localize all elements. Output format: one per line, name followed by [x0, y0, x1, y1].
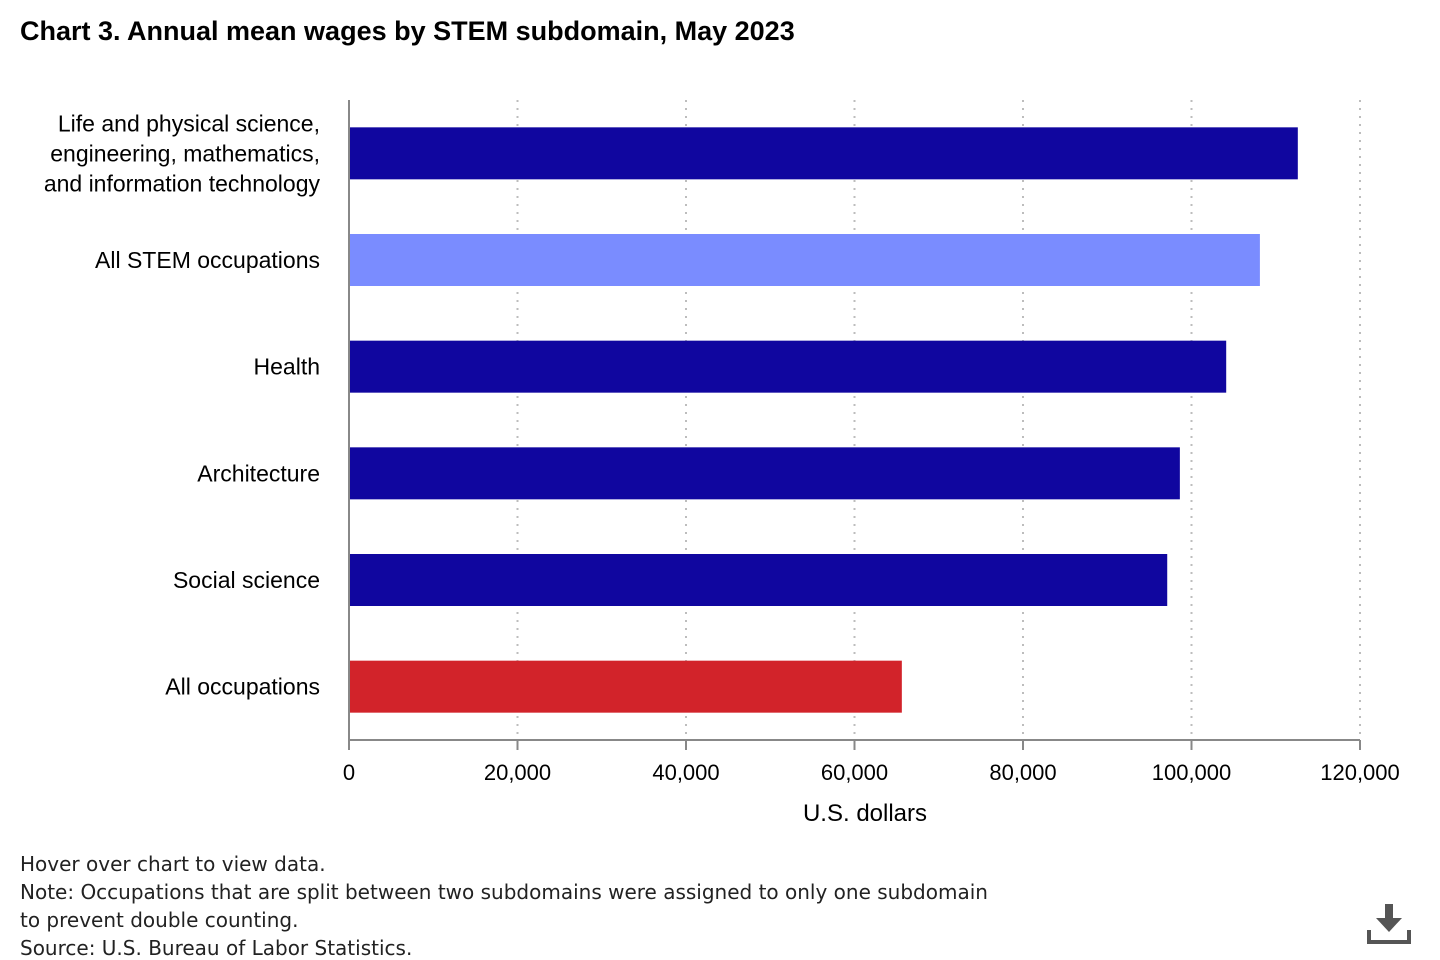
download-button[interactable]: [1366, 900, 1412, 948]
category-label: engineering, mathematics,: [50, 140, 320, 166]
x-tick-label: 20,000: [484, 760, 551, 785]
category-label: All occupations: [165, 674, 320, 700]
x-tick-label: 60,000: [821, 760, 888, 785]
hover-hint: Hover over chart to view data.: [20, 852, 326, 876]
x-tick-label: 80,000: [989, 760, 1056, 785]
bar[interactable]: Life and physical science, engineering, …: [350, 127, 1298, 180]
bar[interactable]: Social science: 97,000: [350, 554, 1168, 606]
category-label: Life and physical science,: [58, 110, 320, 136]
category-label: All STEM occupations: [95, 247, 320, 273]
x-tick-label: 0: [343, 760, 355, 785]
category-label: Social science: [173, 567, 320, 593]
footnotes: Hover over chart to view data. Note: Occ…: [20, 850, 988, 960]
bar[interactable]: All occupations: 65,500: [350, 660, 902, 713]
x-axis-title: U.S. dollars: [803, 800, 927, 827]
x-tick-label: 120,000: [1320, 760, 1400, 785]
download-icon: [1367, 904, 1411, 944]
category-label: Architecture: [197, 460, 320, 486]
category-labels: Life and physical science, engineering, m…: [44, 110, 321, 699]
note-line-2: to prevent double counting.: [20, 908, 299, 932]
category-label: Health: [254, 354, 320, 380]
bar-chart[interactable]: Life and physical science, engineering, …: [0, 0, 1440, 840]
category-label: and information technology: [44, 170, 321, 196]
bar[interactable]: Architecture: 98,500: [350, 447, 1180, 500]
x-tick-label: 40,000: [652, 760, 719, 785]
gridlines: [516, 100, 1361, 740]
bar[interactable]: Health: 104,000: [350, 340, 1227, 393]
note-line-1: Note: Occupations that are split between…: [20, 880, 988, 904]
axes: [348, 100, 1361, 750]
source-text: Source: U.S. Bureau of Labor Statistics.: [20, 936, 413, 960]
x-tick-labels: 0 20,000 40,000 60,000 80,000 100,000 120,000: [343, 760, 1400, 785]
bars[interactable]: Life and physical science, engineering, …: [350, 127, 1298, 713]
x-tick-label: 100,000: [1152, 760, 1232, 785]
chart-title: Chart 3. Annual mean wages by STEM subdo…: [20, 16, 795, 46]
bar[interactable]: All STEM occupations: 108,000: [350, 234, 1260, 286]
